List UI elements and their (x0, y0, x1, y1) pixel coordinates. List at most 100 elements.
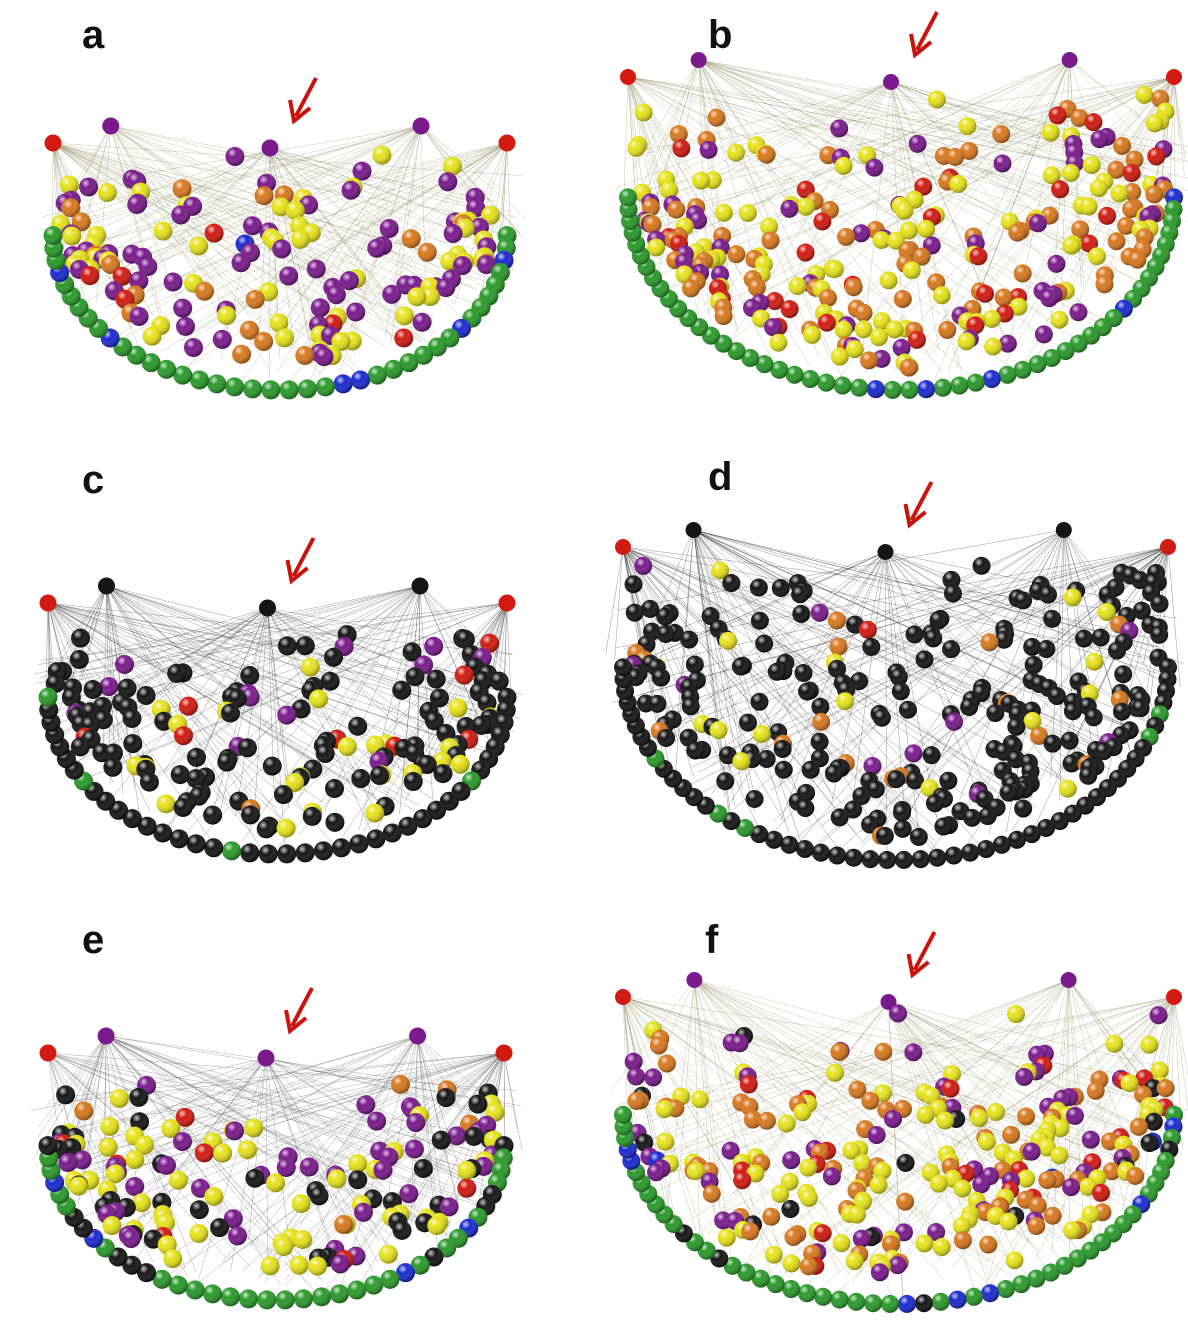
node-shade (845, 278, 863, 296)
node-shade (859, 621, 877, 639)
node-shade (874, 1043, 892, 1061)
node-shade (1062, 237, 1080, 255)
node-shade (380, 219, 399, 238)
node-shade (1050, 311, 1068, 329)
node-shade (895, 202, 913, 220)
node-shade (846, 1252, 864, 1270)
node-shade (682, 279, 700, 297)
node-shade (967, 374, 985, 392)
node-shade (750, 579, 768, 597)
node-shade (1049, 106, 1067, 124)
node (686, 972, 702, 988)
node-shade (1051, 180, 1069, 198)
node-shade (240, 666, 259, 685)
node-shade (351, 769, 370, 788)
node-shade (938, 321, 956, 339)
node-shade (62, 227, 81, 246)
node-shade (976, 285, 994, 303)
node-shade (984, 338, 1002, 356)
node-shade (457, 1161, 476, 1180)
node-shade (873, 709, 891, 727)
node-shade (652, 669, 670, 687)
node-shade (755, 635, 773, 653)
node-shade (647, 239, 665, 257)
node (1061, 972, 1077, 988)
panel-label: b (708, 13, 732, 57)
node-shade (277, 819, 296, 838)
node-shade (750, 693, 768, 711)
node-shade (125, 1150, 144, 1169)
node-shade (308, 1257, 327, 1276)
node-shade (1145, 185, 1163, 203)
node-shade (746, 790, 764, 808)
node-shade (826, 1064, 844, 1082)
node-shade (727, 245, 745, 263)
node-shade (644, 1068, 662, 1086)
node-shade (367, 1112, 386, 1131)
node-shade (727, 144, 745, 162)
node-shade (945, 847, 963, 865)
node-shade (246, 290, 265, 309)
node-shade (862, 638, 880, 656)
node-shade (464, 1127, 483, 1146)
node-shade (1082, 1131, 1100, 1149)
node-shade (186, 1280, 205, 1299)
node-shade (758, 1112, 776, 1130)
node-shade (103, 1216, 122, 1235)
node-shade (1047, 255, 1065, 273)
node-shade (153, 222, 172, 241)
node-shade (311, 298, 330, 317)
node-shade (354, 1203, 373, 1222)
node-shade (1014, 591, 1032, 609)
node-shade (830, 119, 848, 137)
node-shade (157, 1156, 176, 1175)
node-shade (748, 278, 766, 296)
node-shade (204, 838, 223, 857)
node-shade (889, 1004, 907, 1022)
node-shade (413, 313, 432, 332)
node-shade (1080, 197, 1098, 215)
node-shade (992, 125, 1010, 143)
node-shade (228, 1226, 247, 1245)
node-shade (1059, 780, 1077, 798)
node (40, 595, 57, 612)
node-shade (719, 632, 737, 650)
node-shade (190, 1200, 209, 1219)
node-shade (427, 1216, 446, 1235)
node-shade (294, 1289, 313, 1308)
node-shade (103, 758, 122, 777)
node-shade (122, 1229, 141, 1248)
edge (623, 547, 863, 842)
node-shade (1025, 656, 1043, 674)
node-shade (58, 1153, 77, 1172)
node-shade (817, 374, 835, 392)
node-shade (981, 1284, 999, 1302)
node-shade (222, 841, 241, 860)
node-shade (915, 650, 933, 668)
node-shade (241, 805, 260, 824)
node-shade (780, 200, 798, 218)
node-shade (1147, 147, 1165, 165)
node-shade (448, 699, 467, 718)
node-shade (828, 612, 846, 630)
node-shade (978, 1133, 996, 1151)
node-shade (418, 243, 437, 262)
node-shade (129, 1088, 148, 1107)
node-shade (143, 327, 162, 346)
edge (48, 1053, 57, 1120)
node-shade (1128, 251, 1146, 269)
node-shade (656, 1100, 674, 1118)
node-shade (179, 697, 198, 716)
node-shade (383, 824, 402, 843)
node-shade (813, 212, 831, 230)
node-shade (784, 1228, 802, 1246)
node-shade (457, 1179, 476, 1198)
node-shade (213, 330, 232, 349)
node-shade (1090, 130, 1108, 148)
node-shade (797, 244, 815, 262)
node-shade (164, 273, 183, 292)
node-shade (915, 1294, 933, 1312)
node-shade (871, 1263, 889, 1281)
node-shade (276, 1290, 295, 1309)
node-shade (347, 1280, 366, 1299)
